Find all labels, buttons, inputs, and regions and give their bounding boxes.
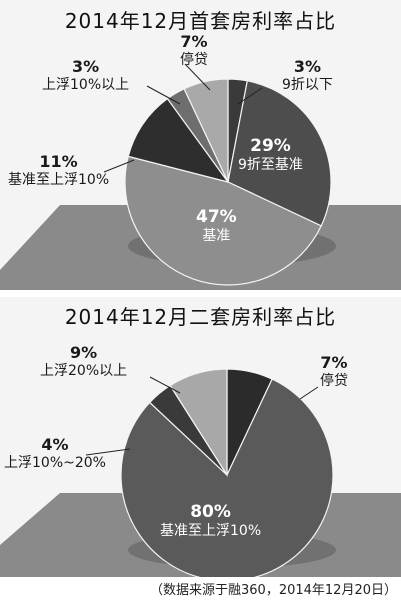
leader-line [149, 376, 181, 394]
leader-line [146, 85, 181, 105]
slice-label-suspended: 7% 停贷 [320, 353, 348, 390]
pie-slice [127, 97, 230, 183]
slice-percent: 7% [180, 32, 208, 51]
leader-line [103, 159, 135, 173]
slice-name: 9折以下 [282, 77, 333, 93]
slice-percent: 7% [320, 353, 348, 372]
pie-slice [169, 368, 228, 478]
slice-label-10-to-20: 4% 上浮10%~20% [4, 435, 106, 472]
chart-title: 2014年12月二套房利率占比 [64, 305, 337, 329]
slice-name: 基准至上浮10% [8, 172, 110, 188]
slice-label-90-to-base: 29% 9折至基准 [238, 137, 303, 174]
first-home-pie-chart [0, 0, 401, 290]
source-note: （数据来源于融360，2014年12月20日） [150, 583, 397, 598]
second-home-chart-panel: 2014年12月二套房利率占比 9% 上浮20%以上 7% 停贷 4% 上浮10… [0, 297, 401, 577]
slice-label-suspended: 7% 停贷 [180, 32, 208, 69]
slice-name: 9折至基准 [238, 157, 303, 173]
second-home-pie-chart [0, 297, 401, 577]
leader-line [184, 63, 211, 91]
leader-line [299, 386, 319, 400]
slice-percent: 9% [69, 343, 98, 362]
slice-name: 基准至上浮10% [160, 523, 262, 539]
chart-title: 2014年12月首套房利率占比 [64, 9, 337, 33]
slice-label-above-10: 3% 上浮10%以上 [42, 57, 129, 94]
slice-label-below-90: 3% 9折以下 [282, 57, 333, 94]
slice-percent: 3% [293, 57, 322, 76]
pie-slice [120, 378, 334, 577]
leader-line [85, 448, 131, 456]
slice-name: 上浮10%~20% [4, 455, 106, 471]
slice-name: 停贷 [320, 373, 348, 389]
first-home-chart-panel: 2014年12月首套房利率占比 7% 停贷 3% 上浮10%以上 3% 9折以下… [0, 0, 401, 290]
pie-slice [227, 80, 332, 227]
pie-slice [183, 78, 229, 183]
slice-name: 上浮10%以上 [42, 77, 130, 93]
leader-line [237, 87, 263, 105]
slice-name: 停贷 [180, 52, 208, 68]
slice-label-base-to-10: 11% 基准至上浮10% [8, 152, 109, 189]
slice-percent: 29% [250, 136, 291, 156]
slice-percent: 47% [196, 207, 237, 227]
slice-percent: 3% [71, 57, 100, 76]
slice-percent: 11% [39, 152, 78, 171]
slice-label-above-20: 9% 上浮20%以上 [40, 343, 127, 380]
slice-label-base: 47% 基准 [196, 208, 237, 245]
slice-percent: 4% [41, 435, 69, 454]
slice-name: 基准 [202, 228, 231, 244]
slice-label-base-to-10: 80% 基准至上浮10% [160, 503, 261, 540]
slice-percent: 80% [190, 502, 231, 522]
pie-slice [124, 155, 322, 286]
slice-name: 上浮20%以上 [40, 363, 128, 379]
